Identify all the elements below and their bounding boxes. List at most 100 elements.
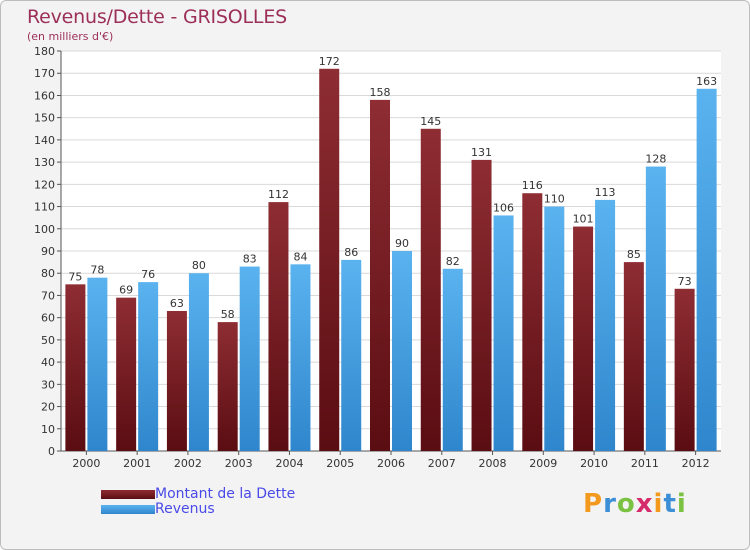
y-tick-label: 0 — [48, 445, 55, 458]
bar-revenus — [341, 259, 362, 451]
data-label-revenus: 113 — [595, 186, 616, 199]
data-label-revenus: 90 — [395, 237, 409, 250]
y-tick-label: 180 — [34, 45, 55, 58]
y-tick-label: 50 — [41, 334, 55, 347]
x-tick-label: 2008 — [479, 457, 507, 470]
y-tick-label: 150 — [34, 112, 55, 125]
chart-title: Revenus/Dette - GRISOLLES — [27, 6, 287, 28]
bar-dette — [623, 262, 644, 451]
data-label-revenus: 84 — [293, 250, 307, 263]
bar-revenus — [493, 215, 514, 451]
y-tick-label: 90 — [41, 245, 55, 258]
y-tick-label: 30 — [41, 378, 55, 391]
y-tick-label: 140 — [34, 134, 55, 147]
y-tick-label: 170 — [34, 67, 55, 80]
logo-letter: i — [676, 489, 687, 519]
data-label-dette: 63 — [170, 297, 184, 310]
bar-dette — [268, 202, 289, 451]
y-tick-label: 60 — [41, 312, 55, 325]
data-label-dette: 112 — [268, 188, 289, 201]
bar-dette — [319, 68, 340, 452]
legend-item-revenus: Revenus — [101, 502, 295, 517]
data-label-revenus: 76 — [141, 268, 155, 281]
bar-dette — [471, 159, 492, 451]
x-tick-label: 2005 — [326, 457, 354, 470]
bar-revenus — [696, 88, 717, 452]
x-tick-label: 2001 — [123, 457, 151, 470]
y-tick-label: 20 — [41, 401, 55, 414]
x-tick-label: 2011 — [631, 457, 659, 470]
data-label-dette: 58 — [221, 308, 235, 321]
bar-revenus — [544, 206, 565, 451]
y-tick-label: 160 — [34, 89, 55, 102]
legend-item-dette: Montant de la Dette — [101, 487, 295, 502]
bar-dette — [166, 311, 187, 451]
y-tick-label: 120 — [34, 178, 55, 191]
y-tick-label: 10 — [41, 423, 55, 436]
legend-label-revenus: Revenus — [155, 501, 215, 517]
bar-revenus — [442, 268, 463, 451]
data-label-revenus: 110 — [544, 193, 565, 206]
logo-letter: r — [603, 489, 617, 519]
logo-letter: t — [663, 489, 677, 519]
y-tick-label: 40 — [41, 356, 55, 369]
x-tick-label: 2009 — [529, 457, 557, 470]
legend-swatch-dette — [101, 490, 155, 499]
bar-revenus — [392, 251, 412, 451]
data-label-revenus: 78 — [90, 264, 104, 277]
bar-dette — [573, 226, 594, 451]
bar-revenus — [138, 282, 159, 451]
x-tick-label: 2007 — [428, 457, 456, 470]
data-label-revenus: 106 — [493, 201, 514, 214]
y-tick-label: 80 — [41, 267, 55, 280]
logo-letter: x — [635, 489, 654, 519]
data-label-dette: 101 — [573, 213, 594, 226]
proxiti-logo: Proxiti — [583, 489, 687, 519]
x-tick-label: 2003 — [225, 457, 253, 470]
y-tick-label: 130 — [34, 156, 55, 169]
x-tick-label: 2004 — [275, 457, 303, 470]
logo-letter: i — [653, 489, 664, 519]
y-tick-label: 70 — [41, 289, 55, 302]
data-label-dette: 172 — [319, 55, 340, 68]
bar-revenus — [290, 264, 311, 451]
x-tick-label: 2006 — [377, 457, 405, 470]
bar-dette — [674, 288, 695, 451]
y-tick-label: 110 — [34, 201, 55, 214]
x-tick-label: 2002 — [174, 457, 202, 470]
bar-revenus — [188, 273, 209, 451]
x-tick-label: 2010 — [580, 457, 608, 470]
bar-dette — [65, 284, 86, 451]
data-label-dette: 75 — [68, 270, 82, 283]
bar-dette — [370, 99, 390, 451]
data-label-revenus: 128 — [645, 153, 666, 166]
data-label-revenus: 80 — [192, 259, 206, 272]
data-label-revenus: 163 — [696, 75, 717, 88]
chart-subtitle: (en milliers d'€) — [27, 30, 114, 43]
bar-dette — [217, 322, 238, 451]
data-label-dette: 69 — [119, 284, 133, 297]
logo-letter: o — [616, 489, 636, 519]
data-label-dette: 116 — [522, 179, 543, 192]
x-tick-label: 2000 — [72, 457, 100, 470]
legend-label-dette: Montant de la Dette — [155, 486, 296, 502]
data-label-revenus: 86 — [344, 246, 358, 259]
data-label-dette: 73 — [678, 275, 692, 288]
logo-letter: P — [583, 489, 604, 519]
bar-revenus — [239, 266, 260, 451]
legend: Montant de la Dette Revenus — [101, 487, 295, 517]
data-label-revenus: 83 — [243, 253, 257, 266]
data-label-revenus: 82 — [446, 255, 460, 268]
data-label-dette: 131 — [471, 146, 492, 159]
legend-swatch-revenus — [101, 505, 155, 514]
data-label-dette: 145 — [420, 115, 441, 128]
bar-dette — [522, 193, 543, 451]
bar-revenus — [595, 199, 616, 451]
bar-dette — [116, 297, 137, 451]
bar-dette — [420, 128, 441, 451]
x-tick-label: 2012 — [682, 457, 710, 470]
bar-revenus — [645, 166, 666, 452]
bar-revenus — [87, 277, 108, 451]
